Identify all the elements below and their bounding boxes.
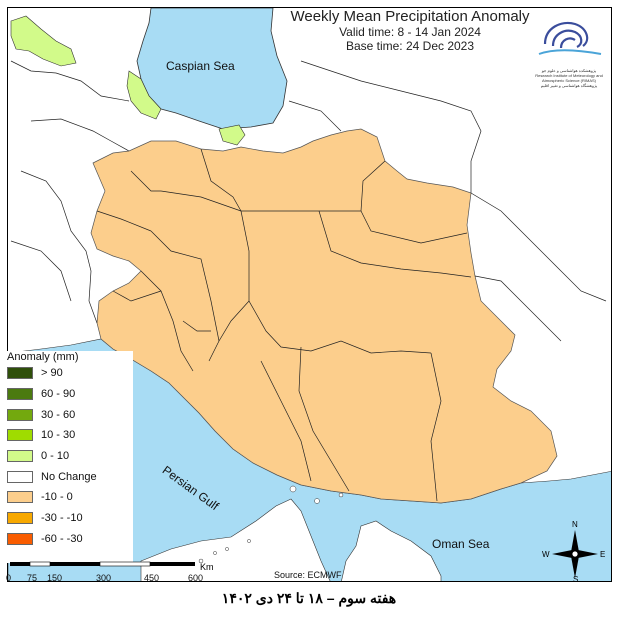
- legend-label: No Change: [41, 470, 97, 483]
- legend-item: 60 - 90: [5, 384, 133, 405]
- legend-item: No Change: [5, 466, 133, 487]
- legend-swatch: [7, 470, 33, 483]
- legend-item: > 90: [5, 363, 133, 384]
- compass-w: W: [542, 550, 550, 559]
- scale-tick-label: 450: [144, 573, 160, 583]
- legend-label: 10 - 30: [41, 429, 76, 442]
- islands: [198, 485, 344, 564]
- valid-time: Valid time: 8 - 14 Jan 2024: [339, 25, 481, 39]
- map-title: Weekly Mean Precipitation Anomaly: [290, 8, 530, 25]
- scale-tick-label: 0: [6, 573, 12, 583]
- scale-tick-label: 150: [47, 573, 63, 583]
- legend-label: -60 - -30: [41, 532, 83, 545]
- legend-swatch: [7, 532, 33, 545]
- legend: Anomaly (mm) > 90 60 - 90 30 - 60 10 - 30 0 …: [5, 351, 133, 563]
- legend-item: -30 - -10: [5, 508, 133, 529]
- legend-item: 10 - 30: [5, 425, 133, 446]
- legend-swatch: [7, 512, 33, 525]
- scale-bar: 0 75 150 300 450 600 Km: [0, 560, 214, 583]
- compass-s: S: [573, 575, 579, 584]
- neighbor-borders: [10, 60, 607, 342]
- base-time: Base time: 24 Dec 2023: [345, 39, 475, 53]
- iran-map: [8, 8, 611, 581]
- week-caption: هفته سوم – ۱۸ تا ۲۴ دی ۱۴۰۲: [221, 590, 397, 606]
- oman-sea-label: Oman Sea: [432, 537, 490, 551]
- scale-tick-label: 75: [27, 573, 38, 583]
- legend-label: 30 - 60: [41, 408, 76, 421]
- compass-rose: N S W E: [542, 520, 606, 584]
- caspian-sea: [136, 8, 288, 130]
- scale-unit: Km: [200, 562, 214, 572]
- anomaly-neg-iran: [90, 128, 558, 504]
- legend-swatch: [7, 450, 33, 463]
- legend-swatch: [7, 367, 33, 380]
- legend-title: Anomaly (mm): [7, 351, 79, 363]
- title-block: Weekly Mean Precipitation Anomaly Valid …: [260, 8, 560, 53]
- compass-n: N: [572, 520, 578, 529]
- anomaly-pos-nw: [10, 15, 77, 67]
- source-label: Source: ECMWF: [274, 570, 342, 580]
- legend-swatch: [7, 429, 33, 442]
- legend-item: 30 - 60: [5, 404, 133, 425]
- legend-item: -60 - -30: [5, 529, 133, 550]
- legend-label: -10 - 0: [41, 491, 73, 504]
- legend-swatch: [7, 491, 33, 504]
- compass-e: E: [600, 550, 606, 559]
- legend-label: -30 - -10: [41, 512, 83, 525]
- oman-coast: [341, 520, 442, 581]
- scale-tick-label: 600: [188, 573, 204, 583]
- anomaly-pos-caspian-s: [218, 124, 246, 146]
- legend-label: > 90: [41, 367, 63, 380]
- legend-swatch: [7, 408, 33, 421]
- legend-swatch: [7, 388, 33, 401]
- legend-items: > 90 60 - 90 30 - 60 10 - 30 0 - 10 No Change…: [5, 363, 133, 549]
- institute-logo: [535, 14, 605, 104]
- logo-text: پژوهشکده هواشناسی و علوم جو Research Ins…: [535, 68, 603, 88]
- anomaly-pos-caspian-w: [126, 70, 162, 120]
- arabian-coast: [140, 498, 331, 581]
- legend-item: -10 - 0: [5, 487, 133, 508]
- scale-tick-label: 300: [96, 573, 112, 583]
- legend-label: 0 - 10: [41, 450, 70, 463]
- caspian-sea-label: Caspian Sea: [166, 59, 235, 73]
- legend-item: 0 - 10: [5, 446, 133, 467]
- province-borders: [96, 148, 472, 502]
- legend-label: 60 - 90: [41, 388, 76, 401]
